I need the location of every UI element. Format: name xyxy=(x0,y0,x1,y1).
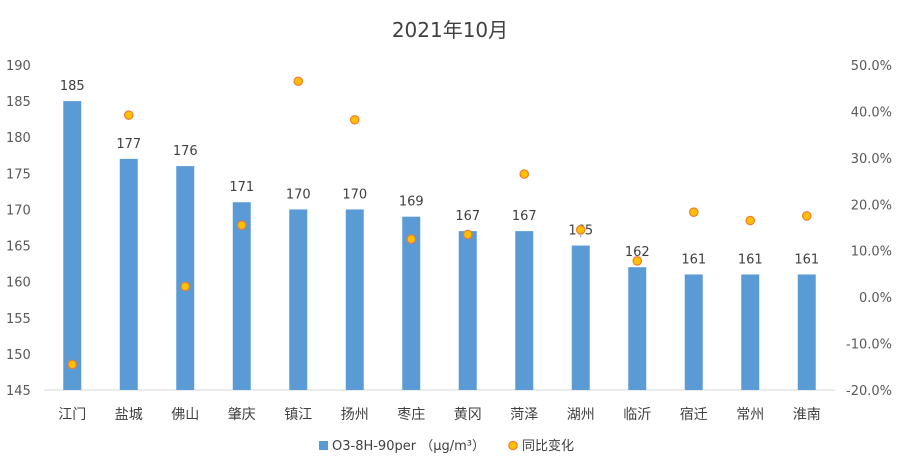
legend-bar-swatch xyxy=(319,441,328,450)
left-tick-label: 150 xyxy=(6,348,31,363)
category-label: 菏泽 xyxy=(510,407,538,423)
scatter-point xyxy=(688,207,699,217)
bar xyxy=(232,202,251,390)
bar xyxy=(402,216,421,390)
scatter-point xyxy=(632,256,643,266)
bar-series xyxy=(63,101,816,390)
category-label: 扬州 xyxy=(341,407,369,423)
bar-data-label: 161 xyxy=(794,252,819,267)
scatter-point xyxy=(462,229,473,240)
bar-data-labels: 1851771761711701701691671671651621611611… xyxy=(60,79,819,267)
right-tick-label: 50.0% xyxy=(851,59,892,74)
left-tick-label: 180 xyxy=(6,131,31,146)
bar xyxy=(797,274,816,390)
left-tick-label: 190 xyxy=(6,59,31,74)
right-tick-label: 40.0% xyxy=(851,105,892,120)
right-tick-label: 20.0% xyxy=(851,198,892,213)
category-label: 盐城 xyxy=(115,407,143,423)
left-tick-label: 165 xyxy=(6,240,31,255)
scatter-point xyxy=(575,225,586,235)
left-tick-label: 170 xyxy=(6,203,31,218)
legend-bar-label: O3-8H-90per （μg/m³） xyxy=(332,439,485,454)
scatter-point xyxy=(293,76,304,87)
category-label: 镇江 xyxy=(284,407,312,423)
bar xyxy=(628,267,647,390)
bar-data-label: 185 xyxy=(60,79,85,94)
left-tick-label: 160 xyxy=(6,276,31,291)
scatter-point xyxy=(801,211,812,221)
right-tick-label: 0.0% xyxy=(859,291,892,306)
category-label: 肇庆 xyxy=(228,407,256,423)
right-axis: -20.0% -10.0% 0.0% 10.0% 20.0% 30.0% 40.0% 50.0… xyxy=(846,59,892,399)
bar xyxy=(741,274,760,390)
bar-data-label: 170 xyxy=(286,187,311,202)
bar xyxy=(684,274,703,390)
category-label: 江门 xyxy=(58,407,86,423)
category-label: 枣庄 xyxy=(397,406,425,423)
category-labels: 江门 盐城 佛山 肇庆 镇江 扬州 枣庄 黄冈 菏泽 湖州 临沂 宿迁 常州 淮南 xyxy=(58,406,821,423)
right-tick-label: 30.0% xyxy=(851,152,892,167)
category-label: 湖州 xyxy=(567,407,595,423)
category-label: 宿迁 xyxy=(680,406,708,423)
category-label: 佛山 xyxy=(171,407,199,423)
bar xyxy=(176,166,195,390)
legend-scatter-label: 同比变化 xyxy=(522,438,574,454)
bar xyxy=(571,245,590,390)
left-axis: 145 150 155 160 165 170 175 180 185 190 xyxy=(6,59,31,399)
bar-data-label: 167 xyxy=(512,209,537,224)
bar-data-label: 170 xyxy=(342,187,367,202)
scatter-point xyxy=(236,220,247,230)
bar-data-label: 176 xyxy=(173,144,198,159)
bar xyxy=(458,231,477,390)
bar xyxy=(289,209,308,390)
scatter-point xyxy=(123,110,134,120)
right-tick-label: 10.0% xyxy=(851,245,892,260)
bar xyxy=(63,101,82,390)
bar-data-label: 162 xyxy=(625,245,650,260)
right-tick-label: -10.0% xyxy=(846,338,892,353)
left-tick-label: 175 xyxy=(6,167,31,182)
left-tick-label: 145 xyxy=(6,384,31,399)
scatter-point xyxy=(406,234,417,244)
bar xyxy=(345,209,364,390)
category-label: 黄冈 xyxy=(454,406,482,423)
bar-data-label: 171 xyxy=(229,180,254,195)
chart-title: 2021年10月 xyxy=(392,18,508,42)
scatter-point xyxy=(519,169,530,179)
legend: O3-8H-90per （μg/m³） 同比变化 xyxy=(319,438,574,454)
scatter-point xyxy=(67,359,78,370)
legend-scatter-swatch xyxy=(508,440,518,451)
scatter-point xyxy=(745,215,756,226)
right-tick-label: -20.0% xyxy=(846,384,892,399)
bar xyxy=(119,158,138,390)
category-label: 常州 xyxy=(736,407,764,423)
scatter-point xyxy=(349,114,360,125)
left-tick-label: 155 xyxy=(6,312,31,327)
category-label: 淮南 xyxy=(793,407,821,423)
bar-data-label: 177 xyxy=(116,137,141,152)
bar-data-label: 161 xyxy=(738,252,763,267)
left-tick-label: 185 xyxy=(6,95,31,110)
bar-data-label: 161 xyxy=(681,252,706,267)
scatter-point xyxy=(180,281,191,292)
bar xyxy=(515,231,534,390)
bar-data-label: 167 xyxy=(455,209,480,224)
scatter-series xyxy=(67,76,812,370)
category-label: 临沂 xyxy=(623,407,651,423)
bar-data-label: 169 xyxy=(399,195,424,210)
